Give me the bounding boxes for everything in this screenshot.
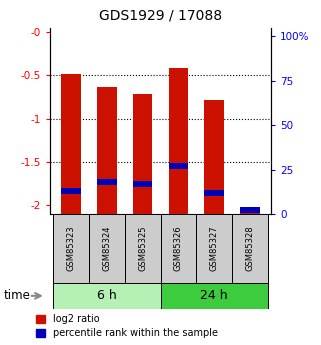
Bar <box>232 214 268 283</box>
Legend: log2 ratio, percentile rank within the sample: log2 ratio, percentile rank within the s… <box>36 314 218 338</box>
Bar <box>240 207 260 214</box>
Bar <box>160 283 268 309</box>
Text: 6 h: 6 h <box>97 289 117 302</box>
Text: GSM85326: GSM85326 <box>174 226 183 271</box>
Bar <box>53 283 160 309</box>
Text: GSM85327: GSM85327 <box>210 226 219 271</box>
Bar <box>204 189 224 196</box>
Bar <box>160 214 196 283</box>
Bar <box>196 214 232 283</box>
Bar <box>133 94 152 214</box>
Text: GSM85324: GSM85324 <box>102 226 111 271</box>
Bar <box>61 188 81 194</box>
Bar <box>97 179 117 185</box>
Bar <box>240 207 260 214</box>
Text: GSM85323: GSM85323 <box>67 226 76 271</box>
Text: time: time <box>3 289 30 302</box>
Bar <box>133 181 152 187</box>
Bar <box>169 163 188 169</box>
Bar <box>204 99 224 214</box>
Bar <box>61 73 81 214</box>
Bar <box>89 214 125 283</box>
Bar <box>125 214 160 283</box>
Text: GDS1929 / 17088: GDS1929 / 17088 <box>99 9 222 23</box>
Text: GSM85328: GSM85328 <box>245 226 254 271</box>
Bar <box>169 68 188 214</box>
Text: GSM85325: GSM85325 <box>138 226 147 271</box>
Text: 24 h: 24 h <box>200 289 228 302</box>
Bar <box>97 87 117 214</box>
Bar <box>53 214 89 283</box>
